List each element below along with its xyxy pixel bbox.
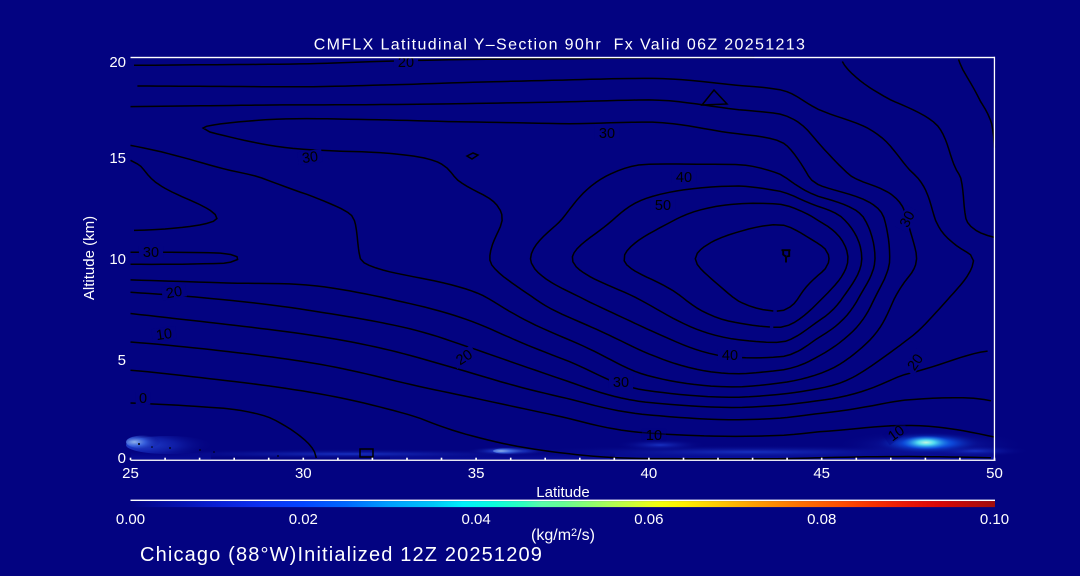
svg-text:(kg/m2/s): (kg/m2/s): [531, 527, 595, 544]
svg-text:Chicago (88°W)Initialized 12Z: Chicago (88°W)Initialized 12Z 20251209: [140, 544, 543, 566]
svg-text:50: 50: [986, 465, 1003, 482]
svg-text:30: 30: [897, 209, 919, 231]
svg-text:50: 50: [655, 198, 671, 214]
svg-text:20: 20: [165, 284, 184, 303]
svg-text:30: 30: [599, 126, 615, 142]
svg-text:20: 20: [453, 347, 475, 369]
svg-text:10: 10: [109, 251, 126, 268]
svg-text:Altitude (km): Altitude (km): [81, 216, 98, 300]
svg-text:0: 0: [139, 391, 147, 407]
svg-text:35: 35: [468, 465, 485, 482]
svg-text:20: 20: [398, 55, 414, 71]
svg-text:Latitude: Latitude: [536, 484, 589, 501]
svg-text:5: 5: [118, 352, 126, 369]
svg-text:15: 15: [109, 150, 126, 167]
svg-text:30: 30: [143, 245, 159, 261]
svg-text:10: 10: [155, 326, 173, 344]
svg-text:0.10: 0.10: [980, 511, 1009, 528]
svg-text:30: 30: [295, 465, 312, 482]
svg-text:40: 40: [676, 170, 692, 186]
svg-text:0.02: 0.02: [289, 511, 318, 528]
svg-text:40: 40: [641, 465, 658, 482]
svg-text:10: 10: [885, 423, 907, 445]
svg-text:20: 20: [905, 351, 927, 373]
svg-text:45: 45: [813, 465, 830, 482]
svg-text:0.04: 0.04: [461, 511, 490, 528]
svg-text:0.00: 0.00: [116, 511, 145, 528]
svg-text:25: 25: [122, 465, 139, 482]
svg-text:CMFLX Latitudinal Y–Section 90: CMFLX Latitudinal Y–Section 90hr Fx Vali…: [314, 37, 807, 54]
svg-text:0: 0: [118, 450, 126, 467]
svg-text:20: 20: [109, 54, 126, 71]
svg-text:30: 30: [613, 375, 629, 391]
svg-text:10: 10: [646, 428, 662, 444]
svg-text:40: 40: [722, 348, 738, 364]
svg-text:0.08: 0.08: [807, 511, 836, 528]
svg-text:0.06: 0.06: [634, 511, 663, 528]
svg-text:30: 30: [301, 149, 319, 167]
